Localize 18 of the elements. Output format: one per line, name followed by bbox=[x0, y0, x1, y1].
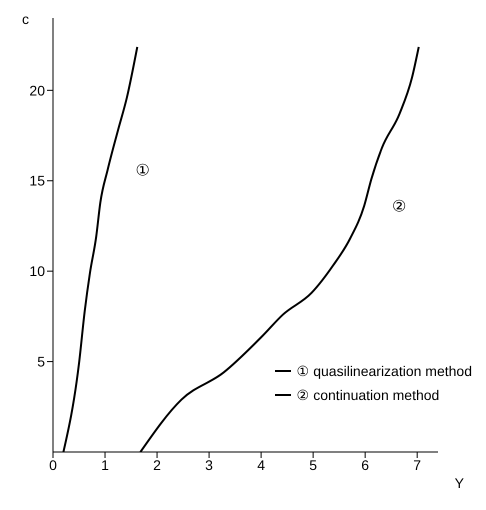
x-tick-label: 3 bbox=[205, 456, 214, 473]
x-tick-label: 7 bbox=[413, 456, 422, 473]
x-tick-label: 6 bbox=[361, 456, 370, 473]
annotation: ① bbox=[136, 162, 150, 180]
y-tick-label: 10 bbox=[29, 263, 46, 280]
legend-label: ② continuation method bbox=[296, 386, 440, 405]
y-tick-label: 20 bbox=[29, 82, 46, 98]
x-tick-label: 2 bbox=[153, 456, 162, 473]
y-tick-label: 15 bbox=[29, 172, 46, 189]
x-axis-title: Y bbox=[454, 475, 465, 491]
x-tick-label: 0 bbox=[49, 456, 58, 473]
x-tick-label: 4 bbox=[257, 456, 266, 473]
x-tick-label: 1 bbox=[101, 456, 110, 473]
x-tick-label: 5 bbox=[309, 456, 318, 473]
legend-label: ① quasilinearization method bbox=[296, 362, 472, 381]
annotation: ② bbox=[392, 198, 406, 216]
y-tick-label: 5 bbox=[37, 354, 46, 370]
y-axis-title: c bbox=[22, 10, 29, 27]
